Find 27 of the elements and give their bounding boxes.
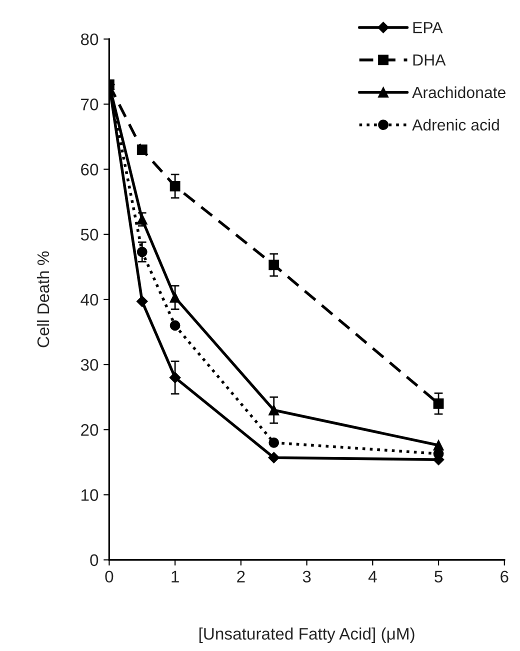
point [136,296,148,308]
point [268,452,280,464]
x-tick-label: 1 [172,570,179,582]
y-tick-label: 80 [80,33,98,46]
x-tick-label: 2 [237,570,245,582]
x-tick-label: 5 [434,570,442,583]
point [170,320,180,331]
legend-label: EPA [413,22,443,34]
y-axis-title: Cell Death % [36,251,50,348]
x-axis-title: [Unsaturated Fatty Acid] (μM) [199,627,414,644]
x-tick-label: 3 [302,570,311,583]
x-tick-label: 4 [368,570,377,582]
y-tick-label: 20 [81,424,98,436]
y-tick-label: 40 [80,294,98,306]
y-tick-label: 0 [90,554,98,566]
x-tick-label: 6 [500,570,508,583]
legend-label: Arachidonate [412,86,506,98]
legend-label: Adrenic acid [412,118,499,131]
point [136,144,148,155]
point [268,437,280,448]
legend-label: DHA [413,54,446,66]
y-tick-label: 60 [81,164,98,176]
y-tick-label: 70 [81,98,98,110]
y-tick-label: 10 [82,489,98,501]
y-tick-label: 50 [80,228,98,241]
y-tick-label: 30 [80,358,98,371]
x-tick-label: 0 [105,570,114,583]
